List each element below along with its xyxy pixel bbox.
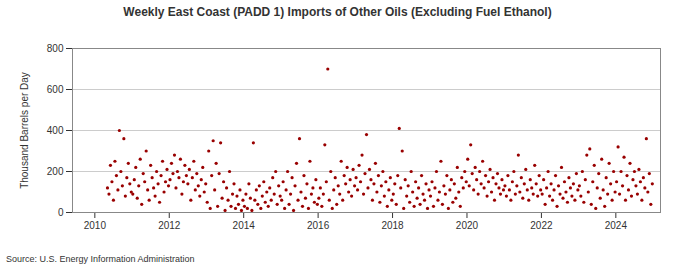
svg-text:2010: 2010	[84, 220, 107, 231]
svg-text:200: 200	[47, 166, 64, 177]
svg-text:400: 400	[47, 125, 64, 136]
html-text:Weekly East Coast (PADD 1) Imp: Weekly East Coast (PADD 1) Imports of Ot…	[123, 5, 552, 19]
svg-text:2012: 2012	[158, 220, 181, 231]
html-text:Source: U.S. Energy Informatio: Source: U.S. Energy Information Administ…	[6, 254, 195, 264]
svg-text:2020: 2020	[456, 220, 479, 231]
svg-text:Thousand Barrels per Day: Thousand Barrels per Day	[19, 72, 30, 189]
svg-text:2022: 2022	[530, 220, 553, 231]
svg-text:600: 600	[47, 84, 64, 95]
svg-text:2016: 2016	[307, 220, 330, 231]
svg-text:0: 0	[58, 207, 64, 218]
svg-text:2024: 2024	[605, 220, 628, 231]
svg-text:2018: 2018	[381, 220, 404, 231]
svg-text:2014: 2014	[233, 220, 256, 231]
svg-text:800: 800	[47, 43, 64, 54]
